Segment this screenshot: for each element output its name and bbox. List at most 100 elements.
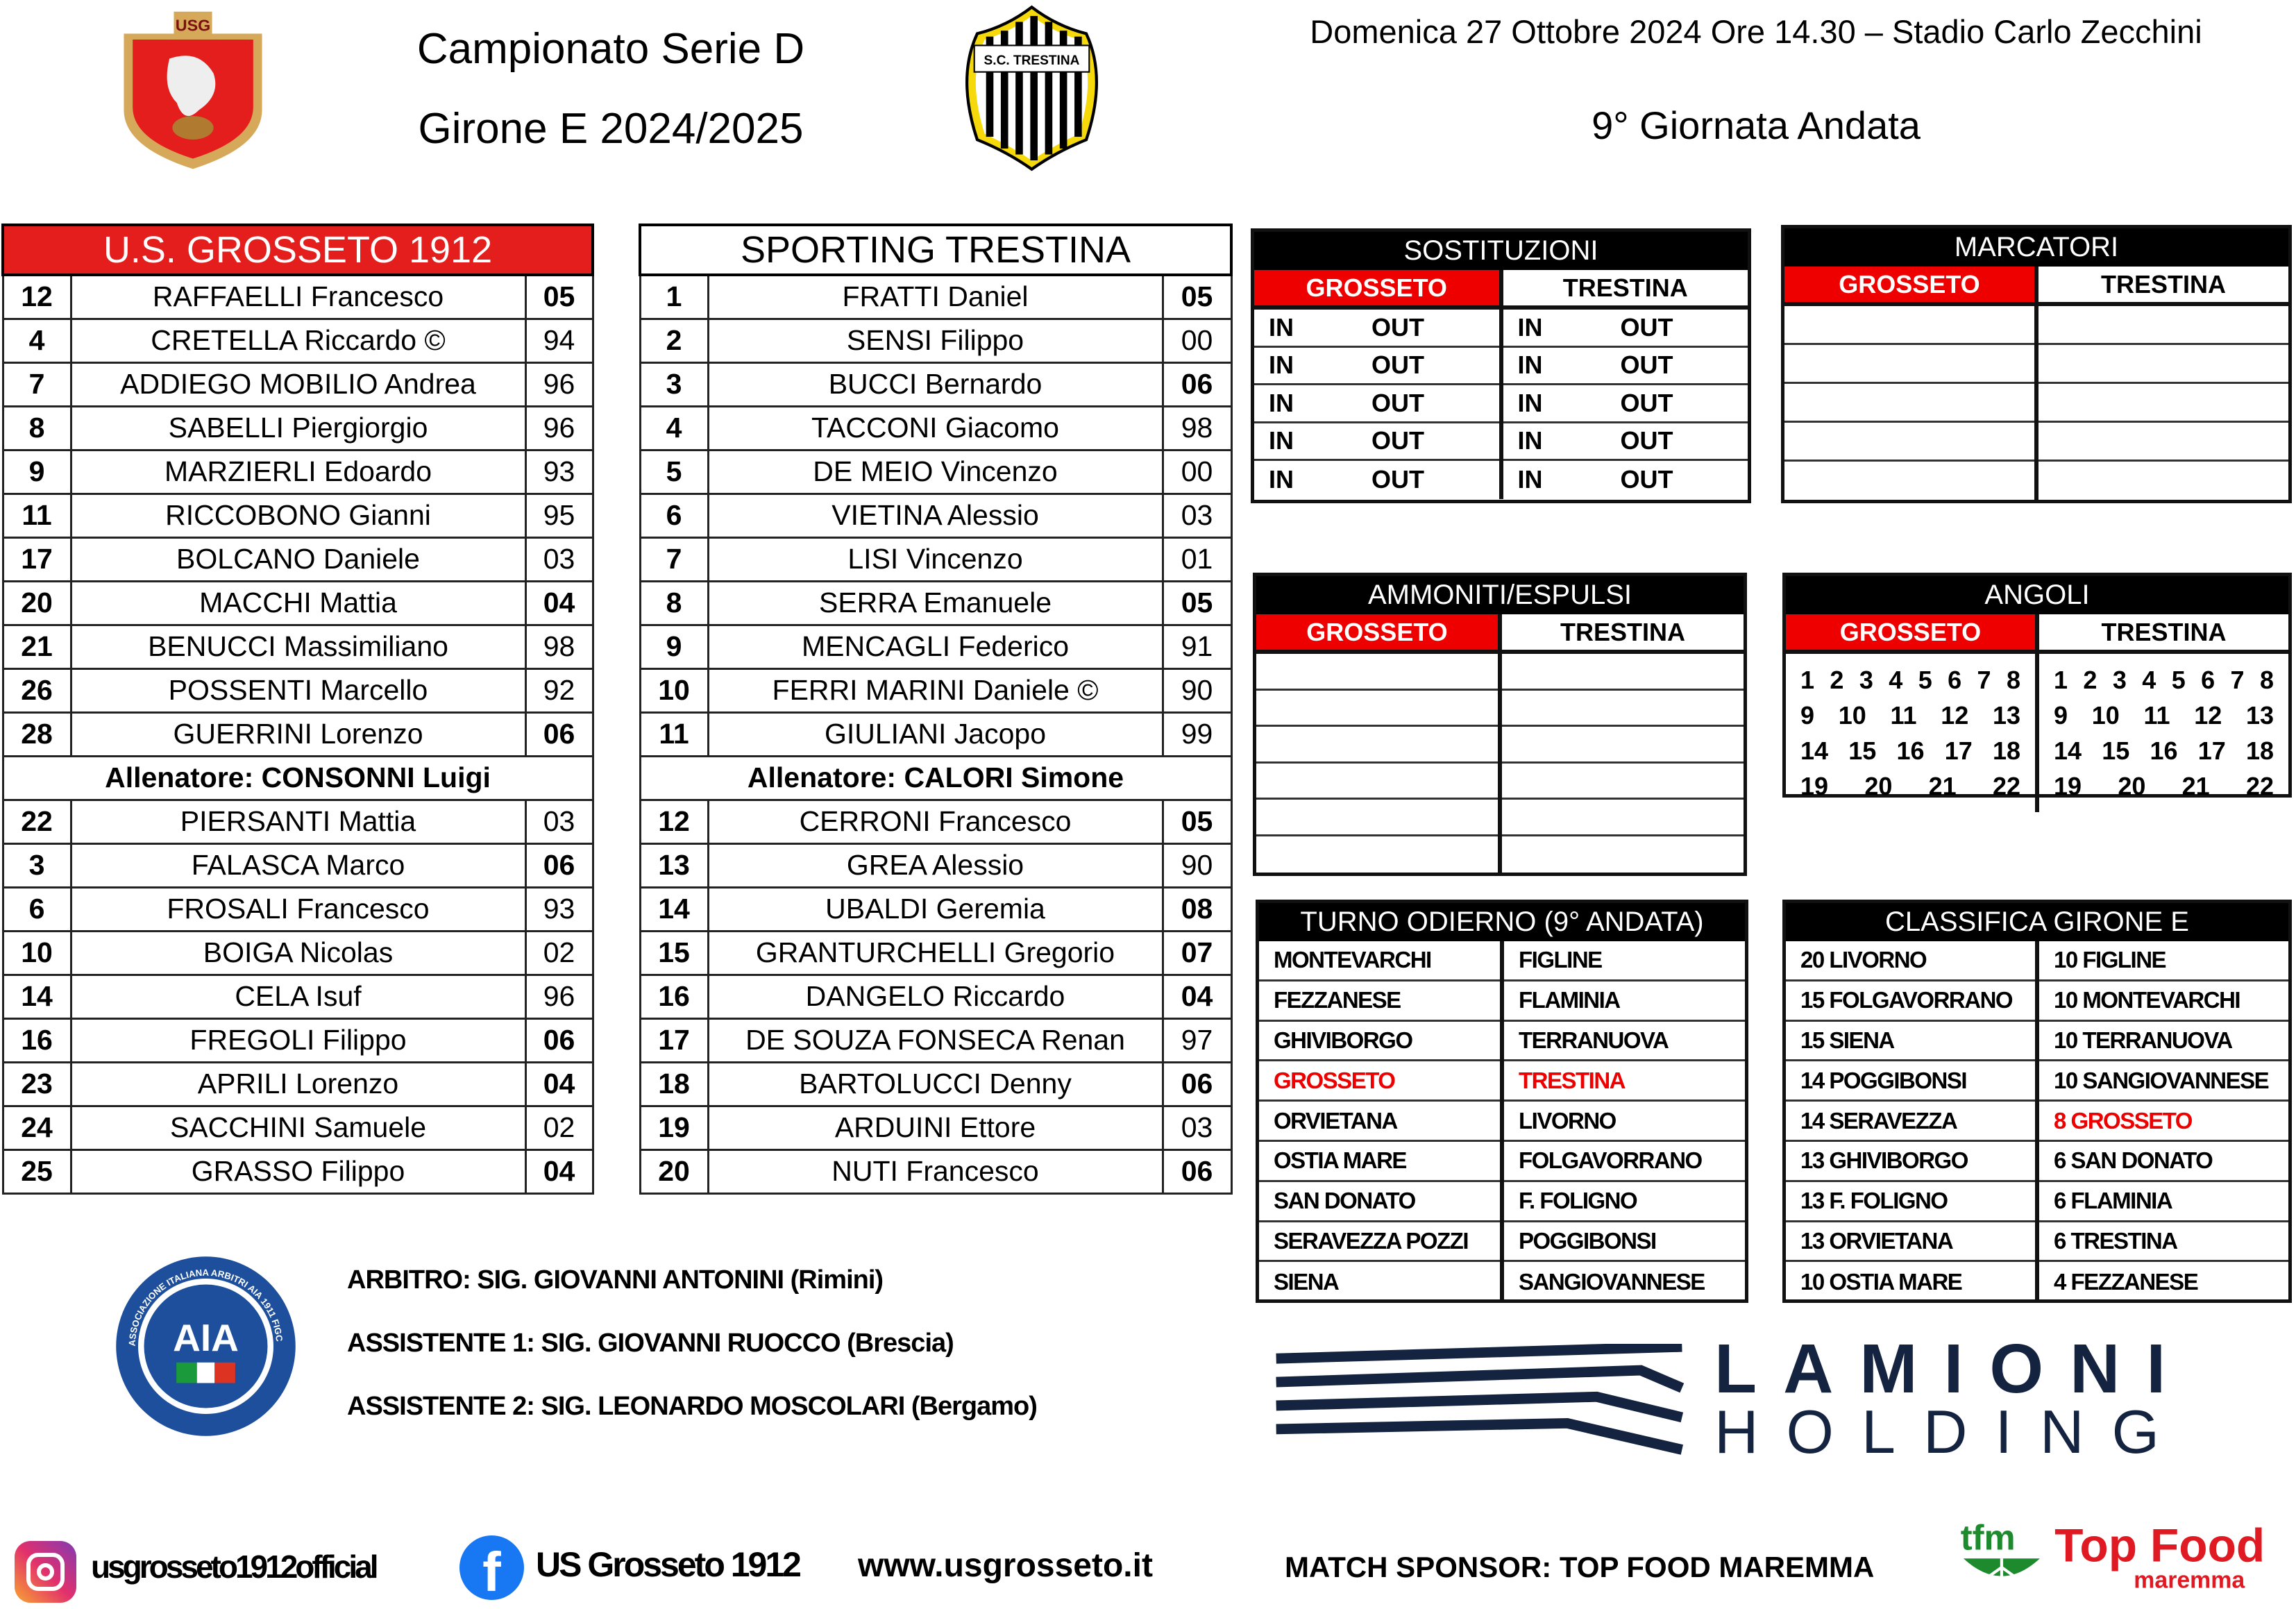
corner-number[interactable]: 19 [2054,772,2082,800]
subs-cell[interactable]: IN OUT [1503,385,1748,423]
corner-number[interactable]: 10 [2091,701,2120,730]
corner-number[interactable]: 4 [2142,666,2156,694]
corner-number[interactable]: 8 [2006,666,2020,694]
corner-number[interactable]: 9 [1800,701,1815,730]
corner-number[interactable]: 13 [1992,701,2020,730]
away-player-row: 5 DE MEIO Vincenzo 00 [639,448,1233,495]
subs-cell[interactable]: IN OUT [1254,423,1499,461]
corner-number[interactable]: 9 [2054,701,2068,730]
bookings-cell[interactable] [1502,836,1744,873]
corner-number[interactable]: 12 [2194,701,2222,730]
corner-number[interactable]: 3 [2112,666,2127,694]
corner-number[interactable]: 17 [1944,736,1973,765]
scorers-cell[interactable] [2038,423,2288,462]
corner-number[interactable]: 2 [1830,666,1844,694]
away-corners: 1 2 3 4 5 6 7 8 9 10 11 12 13 14 15 16 17 18 19 20 21 22 [2039,654,2288,812]
scorers-cell[interactable] [1784,306,2034,345]
facebook-page[interactable]: US Grosseto 1912 [536,1545,802,1584]
bookings-cell[interactable] [1502,764,1744,800]
corner-number[interactable]: 1 [2054,666,2068,694]
player-name: UBALDI Geremia [707,886,1164,932]
fixture-team: OSTIA MARE [1259,1142,1500,1182]
corner-number[interactable]: 7 [2230,666,2245,694]
away-column [1502,654,1744,873]
corner-number[interactable]: 22 [1992,772,2020,800]
corner-number[interactable]: 8 [2259,666,2274,694]
bookings-cell[interactable] [1256,836,1498,873]
corner-number[interactable]: 12 [1941,701,1969,730]
subs-cell[interactable]: IN OUT [1503,461,1748,499]
subs-cell[interactable]: IN OUT [1254,385,1499,423]
corner-number[interactable]: 21 [1928,772,1957,800]
subs-cell[interactable]: IN OUT [1503,423,1748,461]
corner-number[interactable]: 18 [2245,736,2274,765]
player-number: 20 [1,580,72,626]
subs-cell[interactable]: IN OUT [1503,348,1748,385]
corner-number[interactable]: 14 [1800,736,1829,765]
corner-number[interactable]: 11 [1890,701,1917,730]
player-name: DE MEIO Vincenzo [707,448,1164,495]
scorers-cell[interactable] [2038,384,2288,423]
subs-cell[interactable]: IN OUT [1254,348,1499,385]
corner-number[interactable]: 6 [1948,666,1962,694]
fixture-team: LIVORNO [1504,1102,1745,1142]
corner-number[interactable]: 21 [2181,772,2210,800]
corner-number[interactable]: 4 [1889,666,1903,694]
subs-cell[interactable]: IN OUT [1254,461,1499,499]
corner-number[interactable]: 18 [1992,736,2020,765]
corner-number[interactable]: 22 [2245,772,2274,800]
standing-row: 14 SERAVEZZA [1786,1102,2035,1142]
instagram-handle[interactable]: usgrosseto1912official [91,1549,379,1585]
scorers-cell[interactable] [1784,423,2034,462]
website-link[interactable]: www.usgrosseto.it [858,1547,1153,1584]
bookings-cell[interactable] [1256,727,1498,764]
out-label: OUT [1371,465,1424,494]
subs-cell[interactable]: IN OUT [1503,310,1748,348]
bookings-cell[interactable] [1502,654,1744,691]
corner-number[interactable]: 20 [2118,772,2146,800]
corner-number[interactable]: 10 [1838,701,1866,730]
bookings-cell[interactable] [1256,691,1498,727]
corner-number[interactable]: 15 [1848,736,1877,765]
player-name: MARZIERLI Edoardo [69,448,527,495]
corner-number[interactable]: 15 [2102,736,2130,765]
bookings-cell[interactable] [1256,764,1498,800]
corner-number[interactable]: 13 [2245,701,2274,730]
in-label: IN [1269,388,1294,417]
player-birth-year: 02 [524,1104,594,1151]
player-name: MACCHI Mattia [69,580,527,626]
bookings-cell[interactable] [1502,727,1744,764]
scorers-cell[interactable] [1784,462,2034,500]
player-number: 11 [639,711,709,757]
home-roster-table: U.S. GROSSETO 1912 12 RAFFAELLI Francesco… [1,224,594,1195]
bookings-cell[interactable] [1502,691,1744,727]
bookings-cell[interactable] [1256,654,1498,691]
bookings-cell[interactable] [1256,800,1498,836]
corner-number[interactable]: 20 [1864,772,1893,800]
corner-number[interactable]: 1 [1800,666,1815,694]
corner-number[interactable]: 19 [1800,772,1829,800]
scorers-cell[interactable] [1784,384,2034,423]
scorers-cell[interactable] [2038,462,2288,500]
corner-number[interactable]: 17 [2197,736,2226,765]
corner-number[interactable]: 6 [2201,666,2215,694]
corner-number[interactable]: 7 [1977,666,1991,694]
corner-number[interactable]: 5 [2171,666,2186,694]
corner-number[interactable]: 16 [2150,736,2178,765]
player-name: MENCAGLI Federico [707,623,1164,670]
corner-number[interactable]: 11 [2143,701,2170,730]
scorers-cell[interactable] [1784,345,2034,384]
corner-number[interactable]: 14 [2054,736,2082,765]
away-column: IN OUT IN OUT IN OUT IN OUT IN OUT [1503,310,1748,499]
player-number: 17 [1,536,72,582]
bookings-cell[interactable] [1502,800,1744,836]
scorers-cell[interactable] [2038,345,2288,384]
subs-cell[interactable]: IN OUT [1254,310,1499,348]
corner-number[interactable]: 3 [1859,666,1873,694]
corner-number[interactable]: 5 [1918,666,1932,694]
scorers-cell[interactable] [2038,306,2288,345]
player-birth-year: 97 [1161,1017,1233,1063]
standing-entry: 15 SIENA [1800,1027,1895,1053]
corner-number[interactable]: 2 [2083,666,2097,694]
corner-number[interactable]: 16 [1896,736,1925,765]
